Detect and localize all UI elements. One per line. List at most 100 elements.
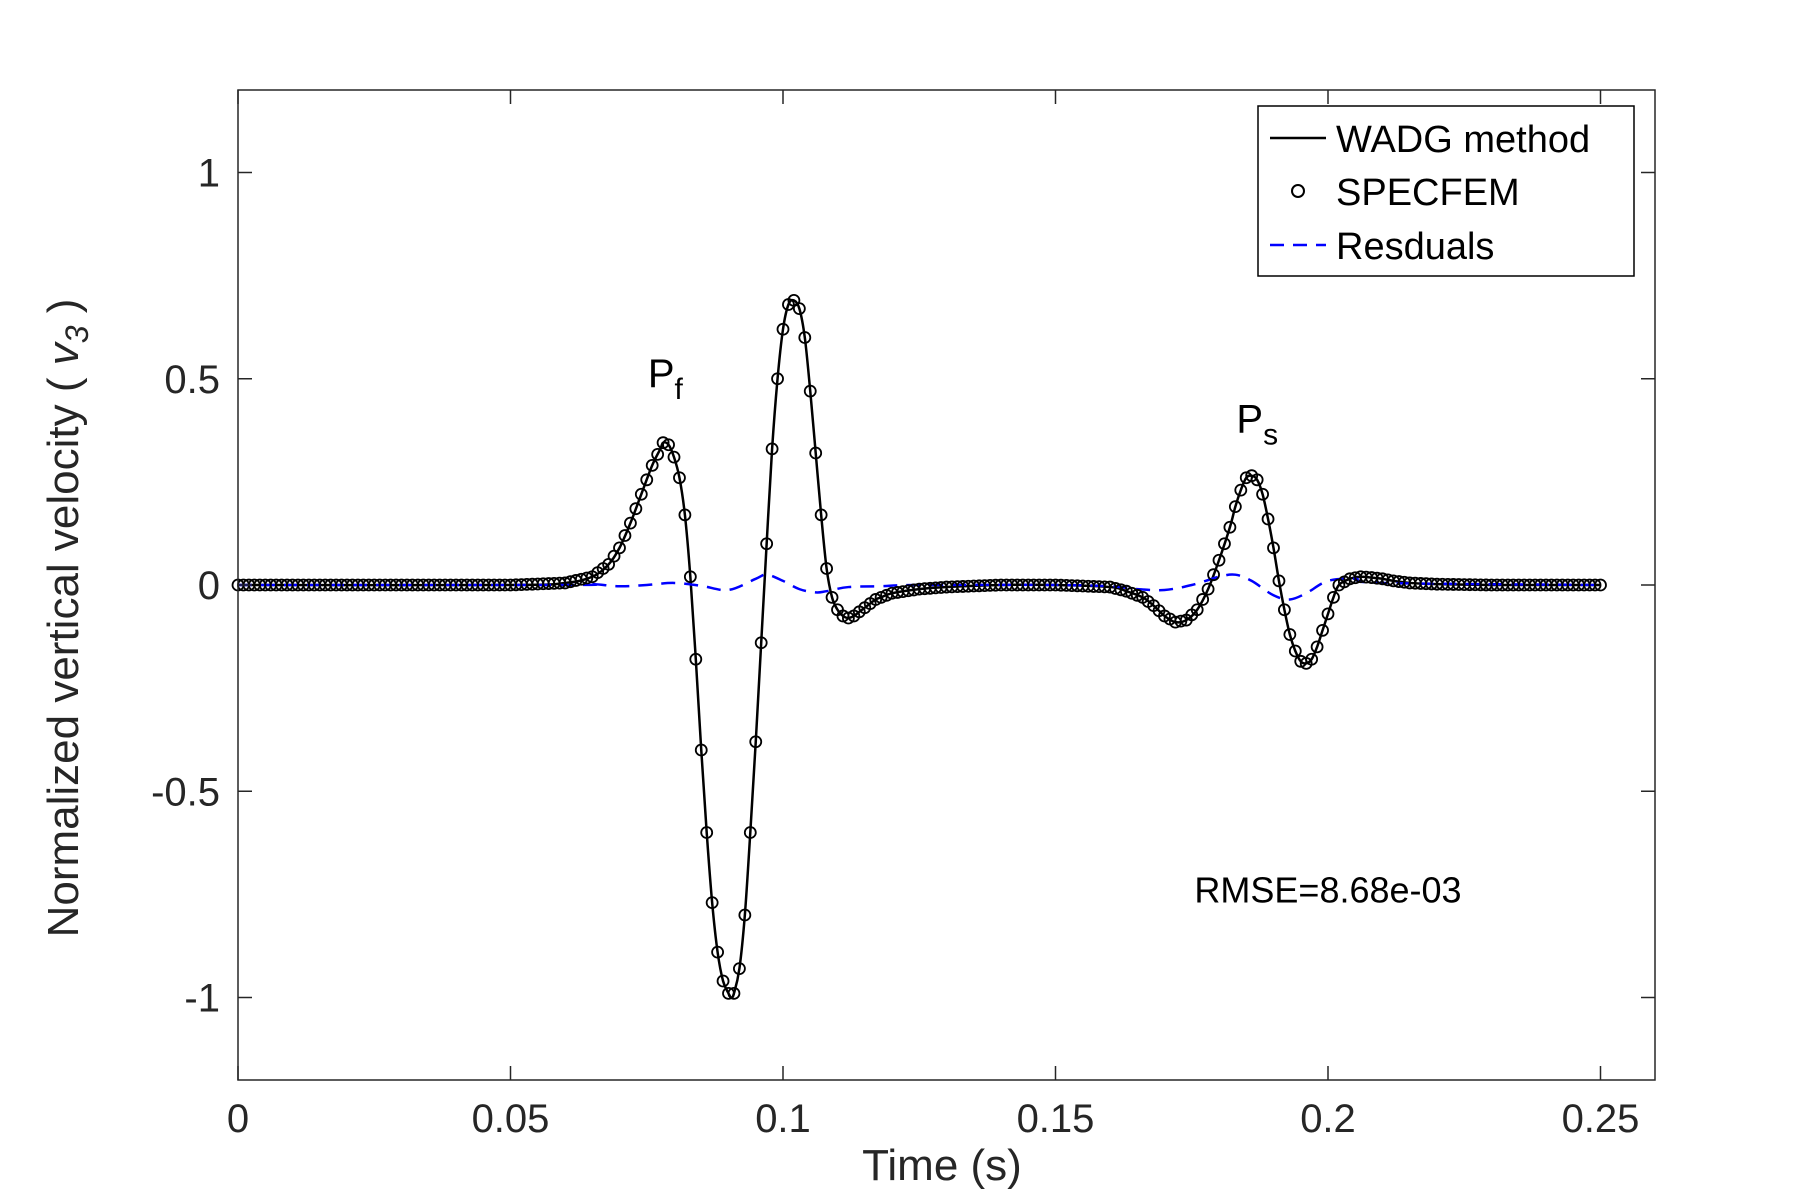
- y-tick-label: 1: [198, 152, 220, 196]
- specfem-point: [1594, 578, 1607, 592]
- legend-specfem-marker: [1291, 184, 1305, 198]
- y-tick-label: 0: [198, 564, 220, 608]
- specfem-point: [700, 826, 714, 839]
- specfem-point: [716, 974, 730, 988]
- specfem-point: [1218, 537, 1231, 551]
- specfem-point: [634, 487, 648, 501]
- legend-wadg-label: WADG method: [1336, 119, 1590, 161]
- legend-box: [1257, 105, 1635, 277]
- specfem-point: [1234, 483, 1248, 497]
- specfem-point: [1174, 614, 1188, 628]
- annotation-ps-sub: s: [1263, 418, 1278, 451]
- rmse-annotation: RMSE=8.68e-03: [1194, 870, 1461, 911]
- specfem-point: [1223, 520, 1237, 534]
- specfem-point: [776, 322, 790, 336]
- specfem-point: [820, 562, 833, 575]
- x-tick-label: 0.25: [1562, 1097, 1640, 1141]
- y-axis-label-sub: 3: [59, 325, 95, 343]
- specfem-point: [1130, 588, 1144, 602]
- specfem-point: [1256, 487, 1269, 501]
- specfem-point: [771, 372, 784, 386]
- specfem-point: [689, 652, 703, 666]
- specfem-point: [874, 590, 888, 604]
- specfem-point: [1278, 603, 1291, 617]
- specfem-point: [1283, 628, 1297, 641]
- specfem-point: [1228, 500, 1242, 514]
- specfem-point: [1190, 603, 1204, 617]
- specfem-point: [662, 438, 675, 452]
- y-tick-label: -1: [184, 977, 220, 1021]
- specfem-point: [1316, 623, 1329, 637]
- specfem-point: [1125, 586, 1139, 600]
- y-axis-label-var: v: [39, 340, 88, 365]
- annotation-pf-main: P: [648, 352, 675, 396]
- specfem-point: [640, 473, 654, 487]
- specfem-point: [705, 896, 719, 910]
- series-specfem-markers: [231, 293, 1607, 1000]
- specfem-point: [1207, 568, 1220, 582]
- specfem-point: [727, 986, 741, 1000]
- y-axis-label-main: Normalized vertical velocity (: [39, 365, 88, 937]
- series-residuals-line: [237, 573, 1601, 601]
- specfem-point: [1305, 652, 1319, 666]
- legend-specfem-label: SPECFEM: [1336, 172, 1520, 214]
- specfem-point: [749, 735, 763, 749]
- specfem-point: [1201, 582, 1215, 596]
- specfem-point: [656, 436, 670, 450]
- annotation-pf: Pf: [648, 352, 684, 406]
- x-tick-label: 0.15: [1017, 1097, 1095, 1141]
- specfem-point: [743, 826, 757, 839]
- specfem-point: [760, 537, 774, 551]
- specfem-point: [618, 529, 632, 542]
- specfem-point: [1212, 553, 1226, 567]
- specfem-point: [673, 471, 686, 485]
- specfem-point: [667, 450, 681, 464]
- specfem-point: [1114, 583, 1128, 597]
- specfem-point: [711, 945, 724, 959]
- annotation-pf-sub: f: [675, 373, 684, 406]
- annotation-ps: Ps: [1236, 397, 1278, 451]
- specfem-point: [738, 908, 752, 922]
- specfem-point: [683, 570, 697, 584]
- specfem-point: [722, 986, 735, 1000]
- axes-layer: 0 0.05 0.1 0.15 0.2 0.25 1 0.5 0 -0.5 -1: [151, 89, 1656, 1141]
- specfem-point: [1250, 473, 1264, 487]
- x-axis-label: Time (s): [862, 1141, 1022, 1190]
- specfem-point: [1261, 512, 1275, 526]
- specfem-point: [803, 384, 817, 398]
- legend: WADG method SPECFEM Resduals: [1257, 105, 1635, 277]
- specfem-point: [798, 331, 812, 344]
- specfem-point: [1310, 640, 1324, 654]
- specfem-point: [869, 593, 883, 606]
- specfem-point: [754, 636, 768, 650]
- x-tick-label: 0: [227, 1097, 249, 1141]
- x-tick-label: 0.05: [472, 1097, 550, 1141]
- specfem-point: [629, 502, 643, 516]
- specfem-point: [792, 302, 806, 316]
- specfem-point: [814, 508, 828, 522]
- specfem-point: [825, 590, 839, 604]
- specfem-point: [1119, 584, 1133, 598]
- x-tick-label: 0.1: [755, 1097, 811, 1141]
- specfem-point: [733, 962, 746, 976]
- annotation-ps-main: P: [1236, 397, 1263, 441]
- specfem-point: [645, 458, 659, 472]
- specfem-point: [1267, 541, 1280, 555]
- plot-layer: [231, 293, 1607, 1000]
- specfem-point: [1588, 578, 1602, 592]
- specfem-point: [765, 442, 779, 456]
- x-tick-label: 0.2: [1300, 1097, 1356, 1141]
- specfem-point: [694, 743, 708, 757]
- specfem-point: [1327, 590, 1340, 604]
- specfem-point: [651, 447, 665, 461]
- specfem-point: [624, 516, 637, 530]
- y-tick-label: 0.5: [164, 358, 220, 402]
- specfem-point: [809, 446, 823, 460]
- specfem-point: [613, 541, 626, 555]
- y-axis-label-end: ): [39, 299, 88, 326]
- specfem-point: [1288, 644, 1302, 658]
- legend-residuals-label: Resduals: [1336, 226, 1494, 268]
- specfem-point: [842, 611, 855, 625]
- specfem-point: [1321, 607, 1335, 621]
